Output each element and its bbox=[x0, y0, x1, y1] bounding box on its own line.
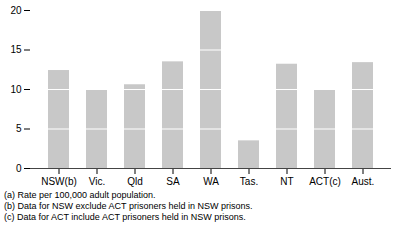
svg-text:Qld: Qld bbox=[127, 176, 143, 187]
svg-text:20: 20 bbox=[10, 5, 22, 16]
svg-text:10: 10 bbox=[10, 84, 22, 95]
svg-text:Tas.: Tas. bbox=[240, 176, 258, 187]
svg-text:15: 15 bbox=[10, 44, 22, 55]
svg-text:WA: WA bbox=[203, 176, 219, 187]
html-text:(c) Data for ACT include ACT p: (c) Data for ACT include ACT prisoners h… bbox=[4, 212, 246, 222]
svg-text:0: 0 bbox=[16, 163, 22, 174]
svg-text:5: 5 bbox=[16, 123, 22, 134]
svg-text:Aust.: Aust. bbox=[352, 176, 375, 187]
svg-text:SA: SA bbox=[166, 176, 180, 187]
svg-text:NSW(b): NSW(b) bbox=[41, 176, 77, 187]
html-text:(a) Rate per 100,000 adult pop: (a) Rate per 100,000 adult population. bbox=[4, 190, 156, 200]
svg-text:Vic.: Vic. bbox=[89, 176, 106, 187]
html-text:(b) Data for NSW exclude ACT p: (b) Data for NSW exclude ACT prisoners h… bbox=[4, 201, 253, 211]
svg-text:NT: NT bbox=[280, 176, 293, 187]
svg-text:ACT(c): ACT(c) bbox=[309, 176, 341, 187]
